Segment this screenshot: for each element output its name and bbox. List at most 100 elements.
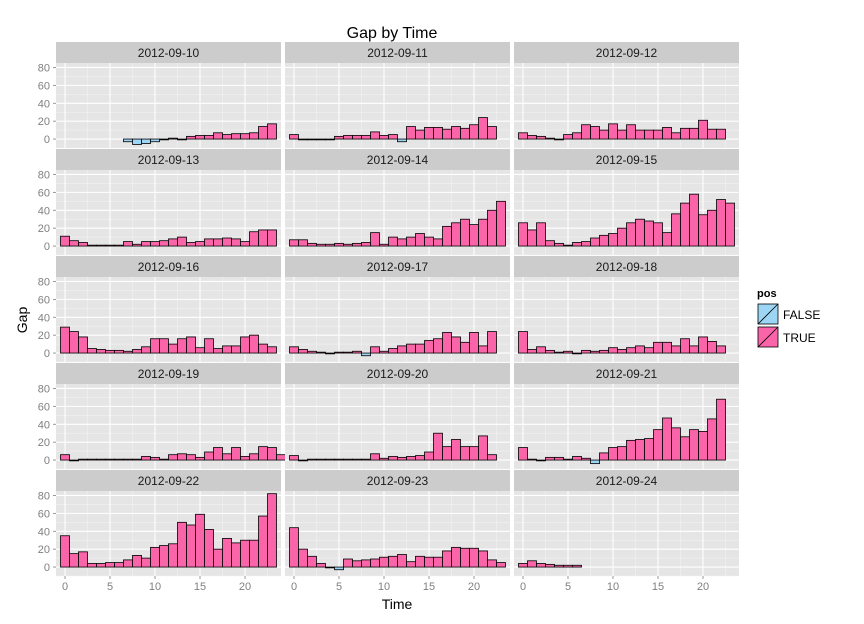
bar-hour-10	[608, 123, 618, 140]
bar-hour-1	[527, 135, 537, 140]
bar-hour-2	[536, 222, 546, 247]
bar-hour-17	[671, 345, 681, 354]
y-tick-label: 0	[44, 562, 50, 574]
bar-hour-2	[78, 551, 88, 568]
bar-hour-7	[581, 457, 591, 461]
legend-label-TRUE: TRUE	[783, 331, 816, 345]
bar-hour-15	[195, 513, 205, 568]
bar-hour-14	[644, 129, 654, 140]
facet-label: 2012-09-14	[367, 153, 429, 167]
legend-title: pos	[757, 288, 777, 300]
bar-hour-0	[60, 454, 70, 461]
y-tick-label: 80	[38, 62, 50, 74]
bar-hour-22	[487, 559, 497, 568]
bar-hour-15	[424, 340, 434, 354]
facet-strip	[56, 42, 281, 63]
bar-hour-6	[114, 562, 124, 568]
facet-label: 2012-09-20	[367, 367, 429, 381]
bar-hour-5	[105, 244, 115, 247]
bar-hour-21	[707, 418, 717, 461]
y-tick-label: 40	[38, 312, 50, 324]
bar-hour-13	[177, 236, 187, 247]
bar-hour-1	[298, 138, 308, 141]
bar-hour-7	[123, 458, 133, 461]
bar-hour-0	[518, 132, 528, 140]
x-tick-label: 20	[239, 581, 251, 593]
bar-hour-7	[123, 138, 133, 143]
bar-hour-10	[150, 138, 160, 143]
bar-hour-13	[635, 218, 645, 247]
bar-hour-1	[527, 458, 537, 461]
panel-2012-09-17: 2012-09-17	[285, 256, 510, 363]
bar-hour-7	[581, 241, 591, 247]
bar-hour-13	[406, 343, 416, 354]
bar-hour-15	[424, 236, 434, 247]
legend-label-FALSE: FALSE	[783, 308, 820, 322]
bar-hour-9	[370, 558, 380, 568]
bar-hour-23	[267, 123, 277, 140]
bar-hour-12	[626, 439, 636, 461]
bar-hour-12	[168, 137, 178, 140]
bar-hour-20	[469, 446, 479, 461]
bar-hour-13	[635, 439, 645, 461]
bar-hour-6	[572, 564, 582, 568]
y-tick-label: 80	[38, 383, 50, 395]
facet-strip	[56, 149, 281, 170]
bar-hour-20	[469, 124, 479, 140]
bar-hour-20	[698, 431, 708, 461]
bar-hour-15	[424, 556, 434, 568]
bar-hour-13	[177, 521, 187, 568]
bar-hour-0	[289, 239, 299, 247]
bar-hour-17	[442, 550, 452, 568]
bar-hour-21	[478, 550, 488, 568]
bar-hour-10	[608, 233, 618, 247]
bar-hour-16	[662, 127, 672, 140]
bar-hour-1	[527, 560, 537, 568]
bar-hour-0	[289, 527, 299, 568]
bar-hour-22	[716, 128, 726, 140]
y-tick-label: 80	[38, 490, 50, 502]
panel-2012-09-16: 2012-09-16 0 20 40 60 80	[38, 256, 281, 363]
bar-hour-12	[397, 345, 407, 354]
bar-hour-16	[662, 232, 672, 247]
bar-hour-16	[204, 338, 214, 354]
y-axis-title: Gap	[14, 307, 30, 334]
legend-swatch-slash	[757, 326, 779, 348]
bar-hour-18	[451, 336, 461, 354]
bar-hour-16	[433, 127, 443, 140]
bar-hour-18	[680, 127, 690, 140]
bar-hour-19	[231, 345, 241, 354]
bar-hour-3	[316, 563, 326, 568]
bar-hour-16	[433, 338, 443, 354]
bar-hour-20	[240, 336, 250, 354]
bar-hour-5	[563, 134, 573, 140]
bar-hour-6	[114, 458, 124, 461]
panel-2012-09-18: 2012-09-18	[514, 256, 739, 363]
bar-hour-4	[325, 566, 335, 569]
bar-hour-6	[572, 456, 582, 461]
bar-hour-7	[352, 135, 362, 140]
bar-hour-20	[698, 336, 708, 354]
facet-label: 2012-09-11	[367, 46, 428, 60]
bar-hour-1	[298, 239, 308, 247]
bar-hour-3	[545, 563, 555, 568]
bar-hour-4	[554, 564, 564, 568]
bar-hour-10	[379, 243, 389, 247]
bar-hour-5	[334, 351, 344, 354]
bar-hour-3	[87, 348, 97, 354]
panel-2012-09-14: 2012-09-14	[285, 149, 510, 256]
bar-hour-10	[150, 241, 160, 247]
facet-strip	[56, 470, 281, 491]
bar-hour-17	[213, 548, 223, 568]
bar-hour-7	[123, 350, 133, 354]
bar-hour-12	[168, 543, 178, 568]
bar-hour-21	[478, 218, 488, 247]
bar-hour-8	[132, 243, 142, 247]
facet-strip	[56, 363, 281, 384]
bar-hour-21	[478, 345, 488, 354]
bar-hour-11	[388, 236, 398, 247]
bar-hour-17	[213, 132, 223, 140]
bar-hour-19	[231, 542, 241, 568]
bar-hour-1	[69, 459, 79, 462]
